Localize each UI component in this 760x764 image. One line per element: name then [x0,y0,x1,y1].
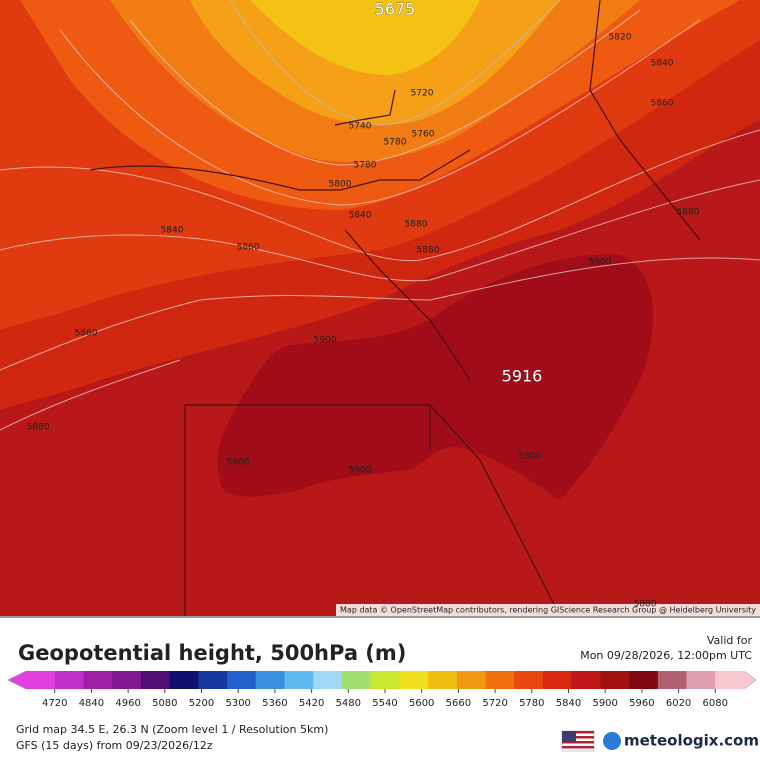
contour-label: 5780 [384,138,407,148]
contour-label: 5860 [651,99,674,109]
colorbar-swatch [313,671,343,689]
colorbar-swatch [112,671,142,689]
colorbar-label: 5360 [262,698,287,709]
colorbar-swatch [140,671,171,689]
colorbar-label: 4720 [42,698,67,709]
contour-label: 5860 [75,329,98,339]
colorbar-swatch [514,671,544,689]
valid-label: Valid for [707,634,753,647]
model-info: GFS (15 days) from 09/23/2026/12z [16,739,213,752]
zone-5680 [250,0,480,75]
contour-label: 5880 [27,423,50,433]
attribution: Map data © OpenStreetMap contributors, r… [340,606,756,615]
contour-label: 5916 [502,367,543,386]
attribution-box [336,604,760,616]
colorbar-label: 6080 [703,698,728,709]
colorbar-swatch [341,671,372,689]
valid-time: Mon 09/28/2026, 12:00pm UTC [580,649,752,662]
colorbar-label: 5900 [592,698,617,709]
colorbar-swatch [198,671,228,689]
contour-label: 5880 [634,600,657,610]
colorbar-label: 5200 [189,698,214,709]
contour-label: 5880 [677,208,700,218]
colorbar-swatch [600,671,630,689]
contour-label: 5880 [417,246,440,256]
colorbar-swatch [657,671,688,689]
contour-label: 5780 [354,161,377,171]
contour-label: 5720 [411,89,434,99]
contour-line [0,179,760,282]
colorbar-label: 5960 [629,698,654,709]
brand-logo [603,732,621,750]
colorbar-label: 5420 [299,698,324,709]
colorbar-label: 5840 [556,698,581,709]
colorbar-swatch [26,671,56,689]
border [184,0,701,617]
brand: meteologix.com [624,732,759,750]
colorbar-swatch [428,671,458,689]
colorbar-label: 4960 [115,698,140,709]
colorbar-swatch [686,671,716,689]
coastline [89,149,471,191]
contour-line [0,359,181,431]
colorbar-label: 5660 [446,698,471,709]
contour-label: 5900 [227,458,250,468]
colorbar-label: 5600 [409,698,434,709]
contour-line [229,0,561,126]
colorbar-swatch [255,671,285,689]
map: Map data © OpenStreetMap contributors, r… [0,0,760,617]
colorbar-swatch [456,671,487,689]
grid-info: Grid map 34.5 E, 26.3 N (Zoom level 1 / … [16,723,328,736]
contour-label: 5880 [405,220,428,230]
contour-line [59,19,701,206]
contour-labels: 5675582058405720586057405760578057805800… [27,0,700,610]
coastline [334,89,396,126]
colorbar-label: 4840 [79,698,104,709]
colorbar-swatch [54,671,84,689]
contour-label: 5675 [375,0,416,19]
contour-label: 5900 [314,336,337,346]
contour-line [0,129,760,262]
contour-label: 5740 [349,122,372,132]
colorbar-label: 5300 [225,698,250,709]
contour-line [129,9,641,166]
contour-label: 5800 [329,180,352,190]
legend-title: Geopotential height, 500hPa (m) [18,641,406,665]
colorbar-swatch [629,671,659,689]
contour-label: 5820 [609,33,632,43]
flag [561,730,595,752]
colorbar-label: 5080 [152,698,177,709]
contour-label: 5900 [589,258,612,268]
colorbar: 4720 4840 4960 5080 5200 5300 5360 5420 5480 5540… [7,670,757,709]
colorbar-swatch [284,671,314,689]
contour-label: 5860 [237,243,260,253]
colorbar-swatch [715,671,745,689]
colorbar-swatch [485,671,515,689]
colorbar-swatch [370,671,400,689]
colorbar-swatch [227,671,257,689]
colorbar-arrow [7,670,27,690]
contour-label: 5900 [519,452,542,462]
colorbar-swatch [83,671,113,689]
colorbar-swatch [399,671,429,689]
colorbar-label: 5720 [482,698,507,709]
contour-label: 5900 [349,466,372,476]
colorbar-swatch [542,671,573,689]
contour-line [0,257,760,371]
colorbar-swatch [169,671,199,689]
contour-label: 5760 [412,130,435,140]
contour-label: 5840 [349,211,372,221]
colorbar-label: 5540 [372,698,397,709]
colorbar-label: 5780 [519,698,544,709]
colorbar-label: 6020 [666,698,691,709]
colorbar-arrow [743,670,757,690]
contour-label: 5840 [161,226,184,236]
contour-label: 5840 [651,59,674,69]
colorbar-swatch [571,671,601,689]
colorbar-label: 5480 [336,698,361,709]
zone-5900 [217,254,654,500]
